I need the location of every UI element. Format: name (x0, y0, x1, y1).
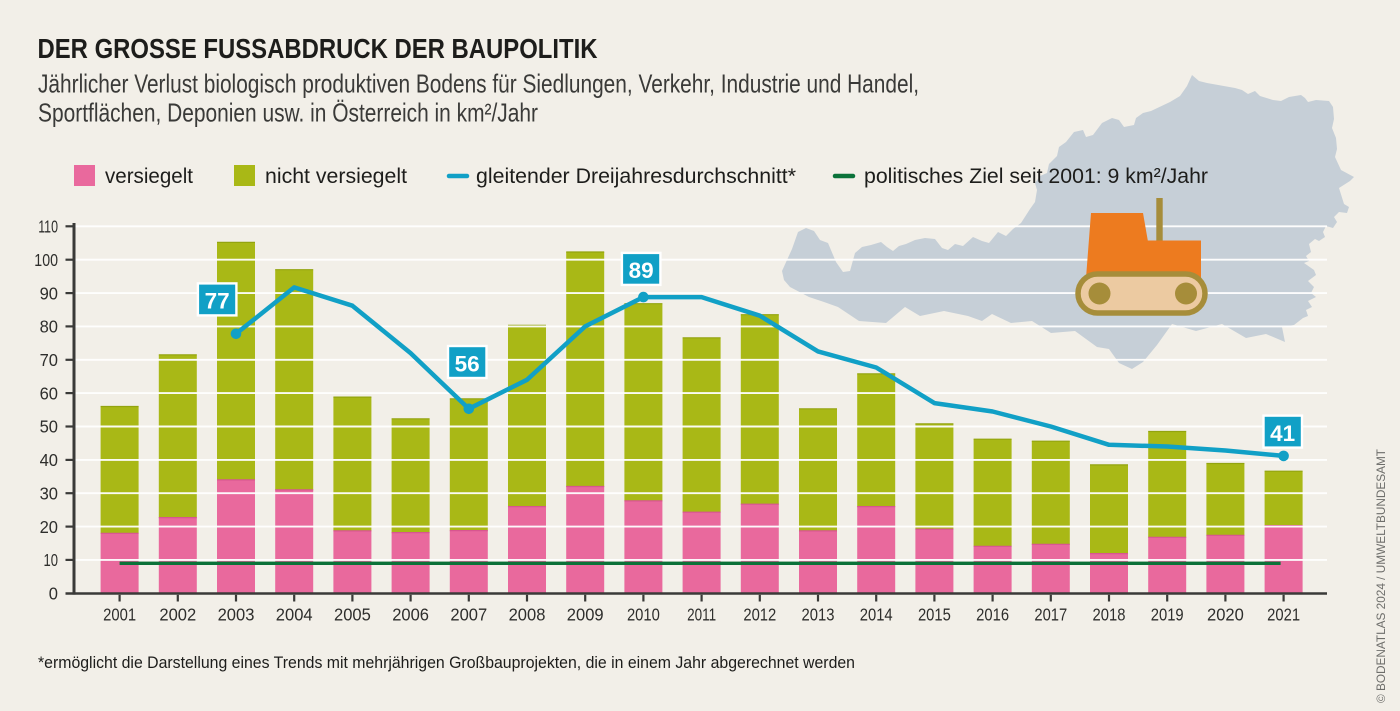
svg-text:Sportflächen, Deponien usw. in: Sportflächen, Deponien usw. in Österreic… (38, 98, 538, 128)
svg-text:2020: 2020 (1207, 605, 1244, 625)
svg-text:2021: 2021 (1267, 605, 1300, 625)
svg-text:*ermöglicht die Darstellung ei: *ermöglicht die Darstellung eines Trends… (38, 654, 855, 672)
svg-text:89: 89 (629, 258, 654, 283)
svg-text:2011: 2011 (687, 605, 716, 625)
svg-text:2006: 2006 (392, 605, 429, 625)
svg-text:2001: 2001 (103, 605, 136, 625)
svg-text:10: 10 (44, 550, 59, 570)
svg-text:70: 70 (40, 350, 59, 370)
svg-text:90: 90 (40, 283, 59, 303)
svg-text:80: 80 (40, 317, 59, 337)
svg-text:politisches Ziel seit 2001: 9: politisches Ziel seit 2001: 9 km²/Jahr (864, 165, 1208, 188)
svg-text:2016: 2016 (976, 605, 1009, 625)
svg-text:2019: 2019 (1151, 605, 1184, 625)
svg-text:DER GROSSE FUSSABDRUCK DER BAU: DER GROSSE FUSSABDRUCK DER BAUPOLITIK (38, 33, 598, 64)
svg-text:Jährlicher Verlust biologisch: Jährlicher Verlust biologisch produktive… (38, 69, 919, 99)
svg-text:77: 77 (205, 289, 230, 314)
svg-text:2010: 2010 (627, 605, 660, 625)
svg-text:2013: 2013 (802, 605, 835, 625)
svg-text:2015: 2015 (918, 605, 951, 625)
svg-text:60: 60 (40, 383, 59, 403)
svg-text:2017: 2017 (1034, 605, 1067, 625)
svg-text:50: 50 (40, 417, 59, 437)
svg-text:20: 20 (40, 517, 59, 537)
svg-text:gleitender Dreijahresdurchschn: gleitender Dreijahresdurchschnitt* (476, 165, 796, 188)
svg-text:© BODENATLAS 2024 / UMWELTBUND: © BODENATLAS 2024 / UMWELTBUNDESAMT (1374, 448, 1388, 703)
svg-text:2005: 2005 (334, 605, 371, 625)
svg-text:versiegelt: versiegelt (105, 165, 193, 188)
svg-text:2018: 2018 (1093, 605, 1126, 625)
svg-text:30: 30 (40, 483, 59, 503)
svg-text:41: 41 (1270, 421, 1295, 446)
svg-text:2004: 2004 (276, 605, 313, 625)
svg-text:2009: 2009 (567, 605, 604, 625)
svg-text:100: 100 (34, 250, 58, 270)
svg-text:56: 56 (455, 351, 480, 376)
svg-text:0: 0 (49, 584, 58, 604)
svg-text:2008: 2008 (509, 605, 546, 625)
svg-text:40: 40 (40, 450, 59, 470)
svg-text:2007: 2007 (450, 605, 487, 625)
svg-text:110: 110 (38, 217, 58, 237)
svg-text:2014: 2014 (860, 605, 893, 625)
svg-text:2002: 2002 (159, 605, 196, 625)
svg-text:2003: 2003 (218, 605, 255, 625)
svg-text:nicht versiegelt: nicht versiegelt (265, 165, 407, 188)
svg-text:2012: 2012 (743, 605, 776, 625)
